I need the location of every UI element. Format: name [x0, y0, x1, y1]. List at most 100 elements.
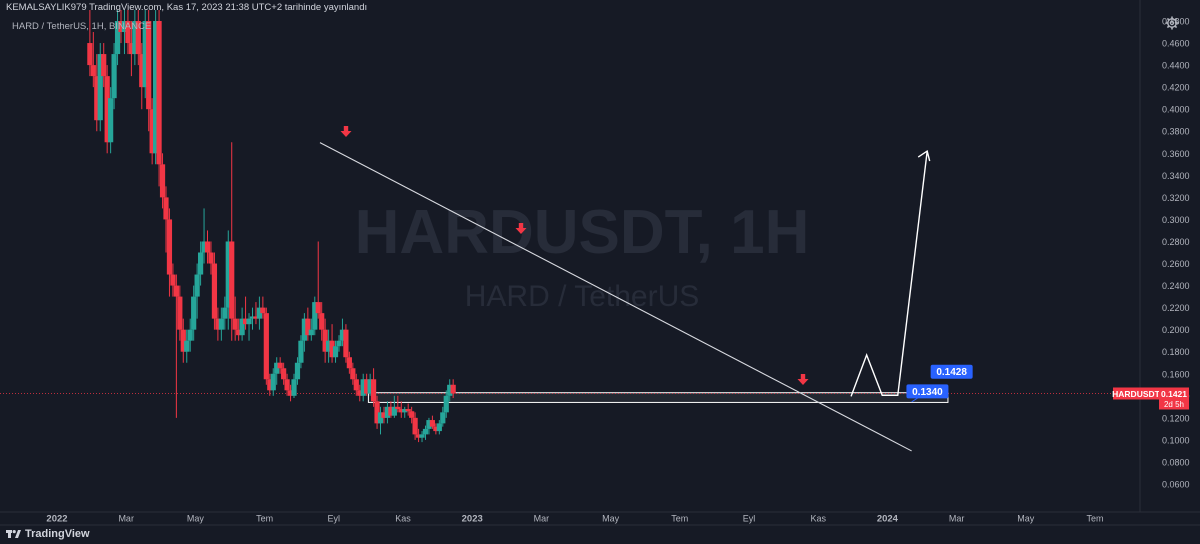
candle-up[interactable]: [402, 409, 408, 413]
candle-down[interactable]: [211, 263, 218, 319]
candle-down[interactable]: [346, 357, 352, 369]
candle-up[interactable]: [97, 54, 103, 121]
candle-down[interactable]: [319, 313, 325, 330]
candle-down[interactable]: [94, 76, 100, 121]
candle-up[interactable]: [384, 406, 391, 418]
candle-up[interactable]: [201, 241, 207, 253]
candle-up[interactable]: [270, 373, 276, 391]
candle-down[interactable]: [101, 54, 107, 77]
candle-up[interactable]: [360, 379, 366, 396]
candle-up[interactable]: [443, 395, 449, 413]
candle-up[interactable]: [249, 316, 256, 319]
candle-up[interactable]: [336, 340, 342, 347]
candle-down[interactable]: [229, 241, 235, 319]
candle-up[interactable]: [422, 428, 429, 435]
candle-up[interactable]: [239, 318, 245, 336]
candle-down[interactable]: [146, 21, 152, 110]
candle-down[interactable]: [353, 379, 359, 391]
candle-up[interactable]: [419, 434, 425, 438]
candle-up[interactable]: [153, 21, 159, 154]
candle-up[interactable]: [294, 362, 301, 380]
candle-up[interactable]: [191, 296, 197, 330]
candle-up[interactable]: [367, 379, 373, 394]
candle-up[interactable]: [256, 307, 263, 319]
support-zone[interactable]: [367, 392, 949, 403]
candle-down[interactable]: [159, 164, 166, 198]
candle-down[interactable]: [388, 406, 394, 416]
candle-down[interactable]: [177, 296, 183, 330]
candle-up[interactable]: [114, 21, 121, 55]
candle-down[interactable]: [242, 318, 249, 325]
candle-down[interactable]: [287, 390, 294, 396]
candle-up[interactable]: [108, 98, 114, 143]
candle-up[interactable]: [184, 340, 190, 352]
candle-up[interactable]: [326, 340, 332, 352]
candle-down[interactable]: [329, 340, 335, 358]
candle-down[interactable]: [208, 252, 214, 264]
candle-down[interactable]: [263, 313, 269, 380]
red-arrow-icon[interactable]: [515, 223, 527, 234]
candle-up[interactable]: [447, 384, 453, 396]
candle-down[interactable]: [429, 420, 436, 427]
candle-down[interactable]: [87, 43, 93, 66]
candle-down[interactable]: [173, 285, 179, 297]
candle-down[interactable]: [125, 21, 131, 44]
candle-up[interactable]: [218, 318, 224, 330]
candle-down[interactable]: [236, 329, 242, 336]
candle-down[interactable]: [315, 302, 321, 314]
candle-up[interactable]: [426, 420, 432, 429]
candle-up[interactable]: [436, 423, 442, 432]
tradingview-logo[interactable]: TradingView: [6, 526, 90, 542]
candle-up[interactable]: [187, 329, 193, 341]
candle-down[interactable]: [277, 362, 283, 369]
candle-up[interactable]: [440, 412, 446, 424]
candle-down[interactable]: [180, 329, 186, 352]
candle-up[interactable]: [291, 379, 297, 396]
candle-up[interactable]: [246, 318, 252, 325]
candle-down[interactable]: [166, 219, 173, 275]
candle-down[interactable]: [253, 316, 259, 319]
candle-down[interactable]: [415, 434, 422, 438]
candle-down[interactable]: [128, 43, 134, 55]
candle-down[interactable]: [405, 409, 411, 412]
candle-down[interactable]: [90, 65, 96, 77]
candle-down[interactable]: [409, 411, 415, 418]
candle-down[interactable]: [260, 307, 266, 314]
red-arrow-icon[interactable]: [797, 374, 809, 385]
trendline[interactable]: [319, 142, 912, 452]
candle-down[interactable]: [350, 368, 356, 380]
red-arrow-icon[interactable]: [340, 126, 352, 137]
candle-down[interactable]: [381, 412, 387, 418]
candle-down[interactable]: [343, 329, 349, 358]
candle-up[interactable]: [222, 307, 228, 319]
candle-down[interactable]: [149, 109, 155, 154]
candle-up[interactable]: [312, 302, 318, 330]
candle-down[interactable]: [163, 197, 169, 220]
candle-up[interactable]: [142, 21, 148, 88]
projection-path[interactable]: [850, 150, 928, 397]
candle-down[interactable]: [156, 21, 162, 165]
candle-down[interactable]: [135, 21, 141, 55]
candle-up[interactable]: [339, 329, 346, 341]
candle-up[interactable]: [132, 21, 138, 55]
candle-up[interactable]: [111, 54, 117, 99]
candle-up[interactable]: [391, 406, 397, 416]
gear-icon[interactable]: [1165, 16, 1179, 30]
candle-down[interactable]: [284, 379, 290, 391]
candle-up[interactable]: [332, 346, 339, 358]
candle-up[interactable]: [225, 241, 231, 308]
candle-down[interactable]: [170, 274, 176, 286]
candle-down[interactable]: [395, 406, 401, 410]
candle-down[interactable]: [118, 21, 124, 33]
candle-down[interactable]: [364, 379, 370, 394]
candle-down[interactable]: [215, 318, 221, 330]
candle-up[interactable]: [308, 329, 314, 336]
candle-up[interactable]: [377, 412, 384, 424]
candle-down[interactable]: [322, 329, 328, 352]
candle-down[interactable]: [104, 76, 110, 143]
candle-down[interactable]: [305, 318, 311, 336]
candle-down[interactable]: [374, 401, 380, 424]
candle-up[interactable]: [301, 318, 307, 341]
candle-down[interactable]: [232, 318, 238, 330]
candle-down[interactable]: [204, 241, 211, 253]
